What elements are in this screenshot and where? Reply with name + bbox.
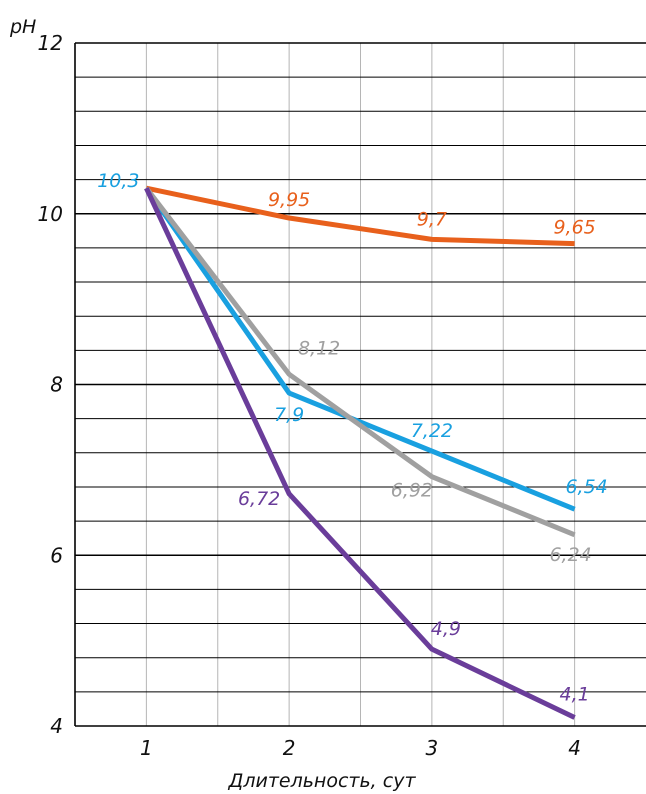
data-label: 4,9	[431, 618, 461, 640]
data-label: 6,54	[565, 476, 607, 498]
x-tick-label: 4	[568, 736, 581, 760]
series-line-3	[144, 186, 576, 538]
y-tick-label: 8	[50, 373, 63, 397]
y-tick-label: 6	[50, 543, 63, 567]
data-label: 9,65	[553, 217, 595, 239]
series-lines	[144, 185, 576, 720]
y-tick-label: 10	[38, 202, 63, 226]
data-label: 6,72	[238, 488, 280, 510]
series-line-2	[144, 186, 576, 512]
data-label: 8,12	[298, 337, 340, 359]
y-tick-label: 12	[38, 31, 63, 55]
data-label: 9,95	[268, 189, 310, 211]
x-axis-label: Длительность, сут	[227, 770, 416, 792]
x-tick-label: 3	[426, 736, 439, 760]
data-label: 4,1	[560, 683, 590, 705]
data-label: 6,24	[549, 544, 591, 566]
y-tick-label: 4	[50, 714, 63, 738]
data-label: 6,92	[391, 480, 433, 502]
grid	[74, 42, 646, 727]
data-label: 7,22	[411, 420, 453, 442]
data-labels: 9,95 9,7 9,65 10,3 7,9 7,22 6,54 8,12 6,92 6,24 6,…	[97, 170, 608, 705]
y-axis-label: pH	[9, 16, 36, 38]
x-tick-label: 2	[283, 736, 296, 760]
data-label: 9,7	[417, 208, 447, 230]
data-label: 10,3	[97, 170, 139, 192]
data-label: 7,9	[274, 404, 304, 426]
x-tick-label: 1	[140, 736, 153, 760]
series-line-4	[144, 187, 576, 720]
series-line-1	[145, 185, 575, 247]
